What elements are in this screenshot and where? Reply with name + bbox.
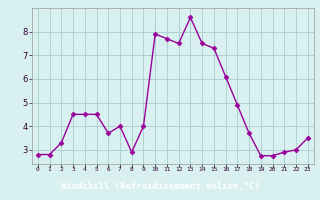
Text: Windchill (Refroidissement éolien,°C): Windchill (Refroidissement éolien,°C) bbox=[60, 182, 260, 192]
